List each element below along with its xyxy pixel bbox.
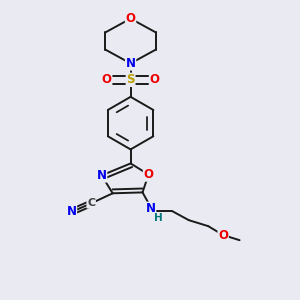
- Text: N: N: [97, 169, 106, 182]
- Text: O: O: [218, 229, 228, 242]
- Text: N: N: [126, 57, 136, 70]
- Text: S: S: [126, 73, 135, 86]
- Text: O: O: [149, 73, 160, 86]
- Text: O: O: [143, 168, 154, 181]
- Text: O: O: [102, 73, 112, 86]
- Text: N: N: [67, 205, 76, 218]
- Text: H: H: [154, 213, 163, 223]
- Text: N: N: [146, 202, 156, 215]
- Text: O: O: [126, 12, 136, 25]
- Text: C: C: [87, 198, 95, 208]
